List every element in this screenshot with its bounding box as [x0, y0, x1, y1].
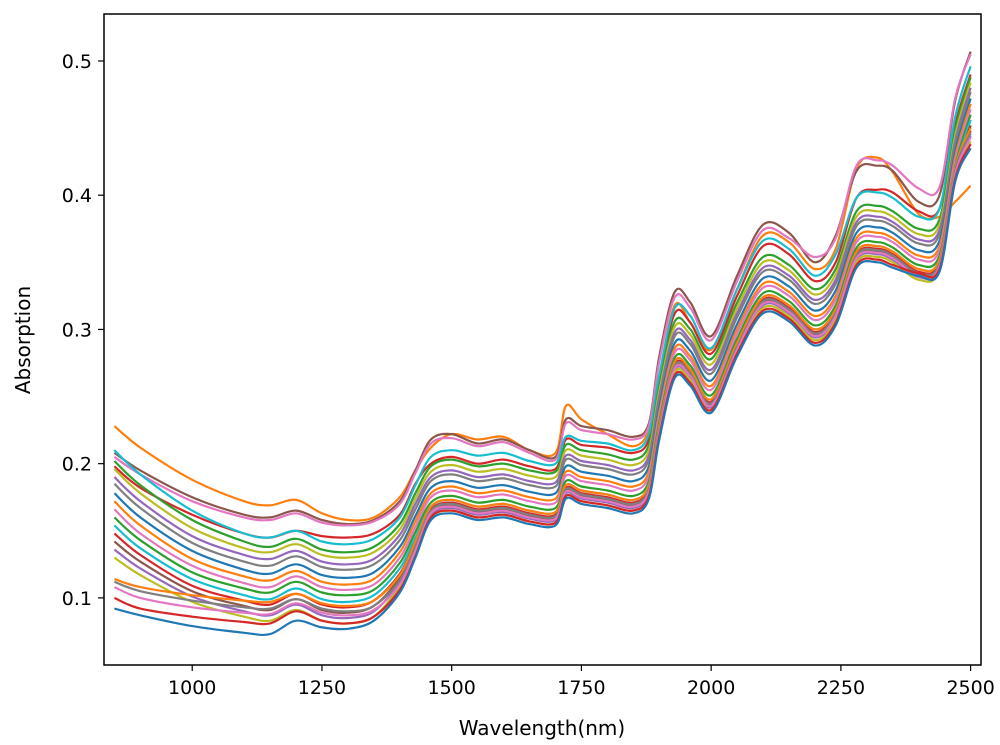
y-tick-label: 0.2: [62, 454, 92, 476]
x-tick-label: 2250: [817, 677, 865, 699]
y-tick-label: 0.3: [62, 319, 92, 341]
y-axis-ticks: 0.1 0.2 0.3 0.4 0.5: [62, 51, 104, 610]
x-tick-label: 1500: [428, 677, 476, 699]
series-line-10: [113, 98, 972, 579]
series-line-13: [113, 114, 972, 597]
series-line-17: [113, 135, 972, 620]
series-line-21: [113, 137, 972, 617]
y-tick-label: 0.4: [62, 185, 92, 207]
series-line-9: [113, 91, 972, 571]
series-line-23: [114, 147, 972, 637]
series-line-19: [114, 127, 972, 608]
series-line-12: [113, 108, 972, 592]
x-tick-label: 1250: [298, 677, 346, 699]
series-line-15: [113, 125, 972, 609]
series-line-20: [114, 133, 972, 613]
x-axis-label: Wavelength(nm): [459, 716, 625, 740]
plot-frame: [103, 13, 982, 666]
series-line-2: [113, 51, 972, 526]
series-line-6: [113, 76, 972, 554]
series-line-5: [113, 65, 972, 546]
series-line-3: [113, 53, 972, 527]
series-layer: [113, 51, 972, 637]
y-tick-label: 0.5: [62, 51, 92, 73]
y-axis-label: Absorption: [11, 286, 35, 394]
x-axis-ticks: 1000 1250 1500 1750 2000 2250 2500: [168, 665, 995, 699]
series-line-1: [113, 155, 972, 522]
x-tick-label: 1750: [557, 677, 605, 699]
series-line-11: [113, 103, 972, 586]
x-tick-label: 2000: [687, 677, 735, 699]
series-line-22: [113, 143, 972, 626]
series-line-14: [113, 119, 972, 604]
series-line-8: [113, 87, 972, 566]
x-tick-label: 2500: [946, 677, 994, 699]
x-tick-label: 1000: [168, 677, 216, 699]
y-tick-label: 0.1: [62, 588, 92, 610]
series-line-7: [113, 82, 972, 559]
